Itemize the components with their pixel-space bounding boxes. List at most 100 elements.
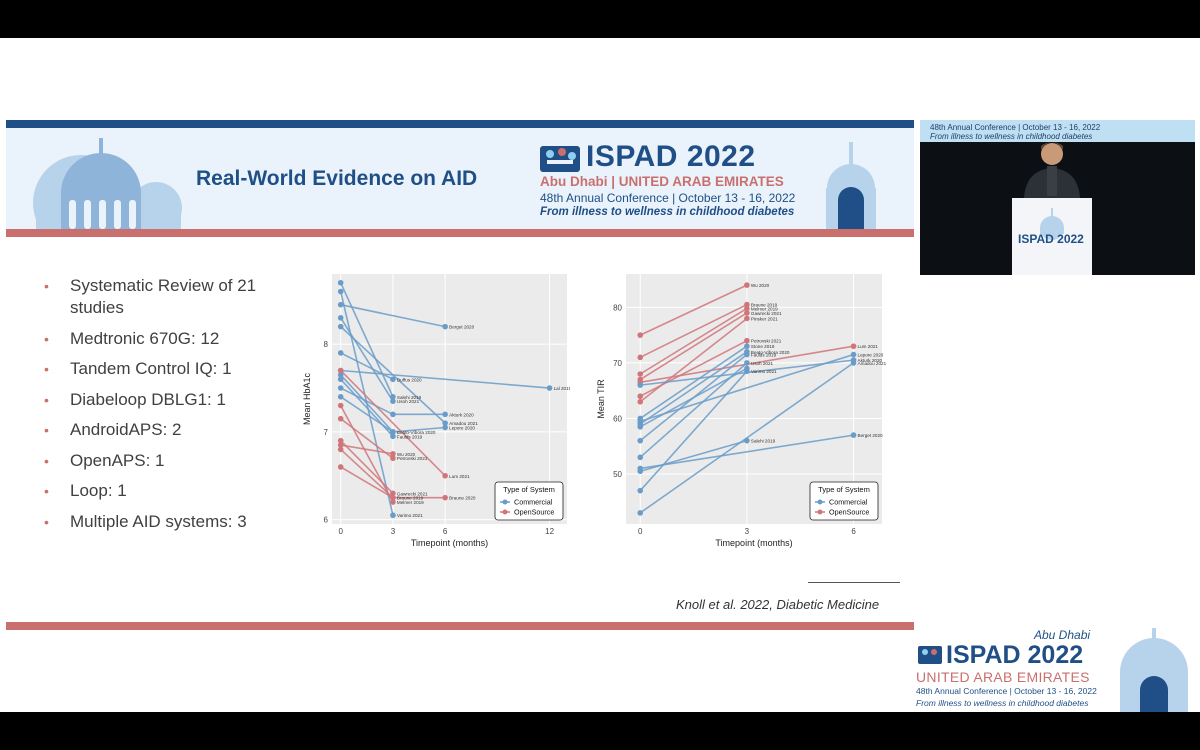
series-label: Varimo 2021: [751, 369, 777, 374]
series-line: [340, 418, 394, 459]
series-line: [639, 307, 748, 375]
data-point: [637, 418, 644, 425]
bullet-dot: •: [44, 483, 49, 499]
data-point: [337, 385, 344, 391]
series-line: [639, 317, 748, 403]
series-label: Salehi 2019: [751, 439, 776, 444]
data-point: [637, 465, 644, 472]
series-line: [340, 448, 394, 499]
bullet-text: AndroidAPS: 2: [70, 420, 182, 439]
bullet-item: • Medtronic 670G: 12: [44, 328, 304, 350]
footer-rule: [6, 622, 914, 630]
x-tick-label: 12: [545, 527, 554, 536]
citation-rule: [808, 582, 900, 583]
bullet-text: Diabeloop DBLG1: 1: [70, 389, 226, 409]
series-line: [639, 339, 748, 397]
bullet-item: • Systematic Review of 21 studies: [44, 275, 304, 319]
ispad-logo-wordmark: ISPAD 2022: [586, 140, 756, 174]
bullet-dot: •: [44, 452, 49, 469]
series-label: Lal 2019: [554, 386, 570, 391]
data-point: [337, 415, 344, 422]
data-point: [337, 279, 344, 286]
series-label: Berget 2020: [858, 433, 883, 438]
series-label: Varimo 2021: [397, 513, 423, 518]
series-line: [340, 405, 394, 503]
bullet-dot: •: [44, 330, 49, 347]
ispad-logo-city: Abu Dhabi: [540, 174, 608, 189]
bullet-dot: •: [44, 513, 49, 530]
series-label: Lum 2021: [449, 474, 470, 479]
series-label: Petrovski 2021: [397, 456, 428, 461]
data-point: [337, 402, 344, 409]
series-label: Braune 2020: [449, 496, 476, 501]
y-tick-label: 50: [613, 470, 622, 479]
podium: ISPAD 2022: [1012, 198, 1092, 275]
data-point: [337, 446, 344, 453]
data-point: [442, 420, 448, 426]
header-band: [6, 128, 914, 229]
ispad-logo-word: ISPAD: [586, 140, 678, 173]
screen-bottom-bar: [0, 712, 1200, 750]
tir-chart: 0 3 6 50 60 70 80 Timepoint (months) Mean TIR Wu …: [596, 274, 886, 548]
data-point: [442, 411, 448, 418]
bullet-list: • Systematic Review of 21 studies • Medtron…: [44, 275, 304, 541]
data-point: [337, 394, 344, 400]
data-point: [390, 411, 396, 418]
hba1c-chart: 0 3 6 12 6 7 8 Timepoint (months) Mean HbA1c Berg…: [302, 274, 570, 548]
data-point: [637, 371, 644, 377]
footer-logo-country: UNITED ARAB EMIRATES: [916, 669, 1090, 685]
bullet-text: Loop: 1: [70, 481, 127, 500]
data-point: [744, 343, 750, 350]
series-label: Usoh 2021: [397, 399, 420, 404]
x-tick-label: 3: [391, 527, 396, 536]
series-label: Amadou 2021: [858, 361, 886, 366]
series-label: Stone 2018: [751, 344, 775, 349]
series-line: [340, 378, 394, 437]
x-tick-label: 6: [851, 527, 856, 536]
data-point: [850, 343, 857, 350]
series-label: Berget 2020: [449, 325, 474, 330]
y-tick-label: 8: [324, 340, 329, 349]
ispad-logo-tagline: From illness to wellness in childhood di…: [540, 206, 795, 218]
data-point: [442, 323, 448, 330]
data-point: [637, 510, 644, 516]
data-point: [744, 282, 750, 288]
series-label: Akturk 2020: [449, 412, 474, 417]
legend-swatch-dot: [817, 509, 823, 515]
bullet-item: • Multiple AID systems: 3: [44, 511, 304, 533]
data-point: [850, 360, 857, 366]
data-point: [390, 455, 396, 462]
series-line: [340, 326, 446, 424]
data-point: [337, 350, 344, 356]
podium-logo-word: ISPAD: [1018, 232, 1054, 246]
data-point: [390, 512, 396, 519]
bullet-text: Tandem Control IQ: 1: [70, 359, 232, 378]
bullet-dot: •: [44, 278, 49, 294]
ispad-header-logo: ISPAD 2022 Abu Dhabi | UNITED ARAB EMIRA…: [540, 140, 795, 224]
data-point: [337, 437, 344, 444]
data-point: [337, 367, 344, 374]
data-point: [637, 332, 644, 338]
legend-entry: OpenSource: [829, 508, 869, 517]
legend-swatch-dot: [502, 499, 508, 505]
data-point: [390, 398, 396, 404]
data-point: [390, 490, 396, 497]
legend-swatch-dot: [817, 499, 823, 505]
series-label: Beato-Víbora 2020: [751, 350, 790, 355]
data-point: [850, 351, 857, 358]
ispad-logo-conference: 48th Annual Conference | October 13 - 16…: [540, 191, 796, 205]
header-bottom-rule: [6, 229, 914, 237]
series-line: [639, 284, 748, 336]
data-point: [637, 382, 644, 388]
series-label: Gawrecki 2021: [397, 491, 428, 496]
data-point: [390, 451, 396, 457]
data-point: [637, 437, 644, 444]
series-label: Usoh 2021: [751, 361, 774, 366]
series-label: Akturk 2020: [858, 358, 883, 363]
legend-box: [494, 481, 564, 521]
bullet-dot: •: [44, 422, 49, 438]
series-label: Salehi 2019: [397, 395, 422, 400]
video-banner-tagline: From illness to wellness in childhood di…: [930, 132, 1093, 141]
series-label: Petrovski 2021: [751, 339, 782, 344]
bullet-dot: •: [44, 361, 49, 377]
